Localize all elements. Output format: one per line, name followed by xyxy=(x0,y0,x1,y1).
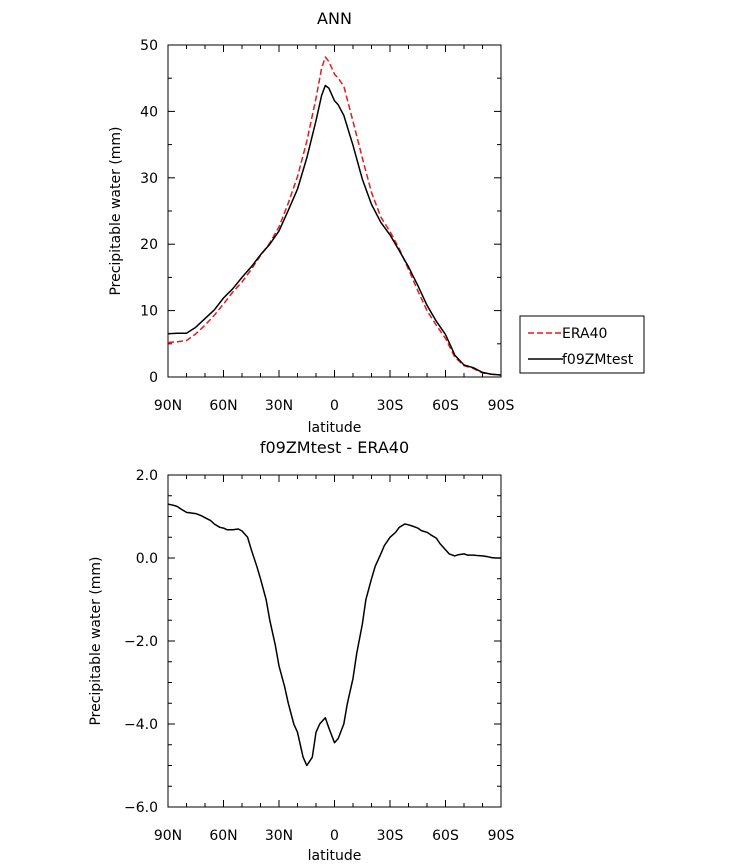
x-tick-label: 0 xyxy=(330,398,339,414)
x-tick-label: 60N xyxy=(209,828,237,844)
y-tick-label: 2.0 xyxy=(136,468,158,484)
x-tick-label: 90N xyxy=(154,828,182,844)
x-tick-label: 60S xyxy=(432,398,459,414)
y-tick-label: 30 xyxy=(140,171,158,187)
x-tick-label: 30N xyxy=(265,398,293,414)
y-tick-label: 0 xyxy=(149,370,158,386)
y-tick-label: −2.0 xyxy=(124,634,158,650)
y-tick-label: 10 xyxy=(140,304,158,320)
x-axis-label: latitude xyxy=(308,420,362,436)
legend-label: ERA40 xyxy=(562,326,607,342)
series-line-f09zmtest xyxy=(167,84,502,376)
y-tick-label: 0.0 xyxy=(136,551,158,567)
y-tick-label: 20 xyxy=(140,237,158,253)
y-axis-label: Precipitable water (mm) xyxy=(108,126,124,295)
bottom-panel-difference: 90N 60N 30N 0 30S 60S 90S 2.0 0.0 −2.0 −4.0 −6.0 f09… xyxy=(88,438,514,864)
chart-title: f09ZMtest - ERA40 xyxy=(260,438,409,457)
y-tick-label: 40 xyxy=(140,104,158,120)
x-tick-label: 90S xyxy=(488,828,515,844)
plot-frame xyxy=(167,474,502,808)
x-tick-label: 60N xyxy=(209,398,237,414)
top-panel-ann: 90N 60N 30N 0 30S 60S 90S 0 10 20 30 40 50 ANN latitud… xyxy=(108,9,645,436)
x-tick-label: 30S xyxy=(377,828,404,844)
difference-line xyxy=(167,503,501,767)
plot-frame xyxy=(167,44,502,378)
x-tick-label: 30N xyxy=(265,828,293,844)
x-axis-label: latitude xyxy=(308,848,362,864)
x-tick-label: 90N xyxy=(154,398,182,414)
y-axis-label: Precipitable water (mm) xyxy=(88,556,104,725)
legend-label: f09ZMtest xyxy=(562,352,634,368)
x-tick-label: 90S xyxy=(488,398,515,414)
legend-box xyxy=(519,315,645,374)
x-tick-label: 30S xyxy=(377,398,404,414)
series-line-era40 xyxy=(167,56,502,376)
y-tick-label: −6.0 xyxy=(124,800,158,816)
x-tick-label: 60S xyxy=(432,828,459,844)
y-tick-label: 50 xyxy=(140,38,158,54)
x-tick-label: 0 xyxy=(330,828,339,844)
chart-title: ANN xyxy=(317,9,352,28)
y-tick-label: −4.0 xyxy=(124,717,158,733)
